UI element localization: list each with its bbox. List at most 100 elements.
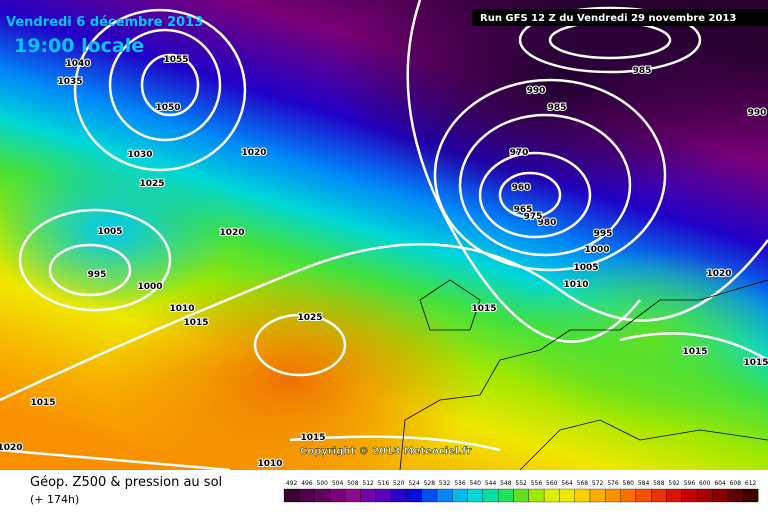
scale-swatch [681, 488, 698, 503]
isobar-label: 975 [524, 212, 543, 222]
time: 19:00 locale [14, 35, 144, 57]
lead-time: (+ 174h) [30, 493, 79, 506]
scale-swatch [345, 488, 361, 503]
scale-label: 596 [684, 480, 696, 487]
scale-swatch [559, 488, 575, 503]
scale-swatch [696, 488, 713, 503]
isobar-label: 1020 [706, 269, 731, 279]
scale-label: 504 [332, 480, 344, 487]
scale-label: 576 [607, 480, 619, 487]
scale-label: 548 [500, 480, 512, 487]
isobar-label: 985 [548, 103, 567, 113]
isobar-label: 1015 [300, 433, 325, 443]
isobar-label: 960 [512, 183, 531, 193]
isobar-label: 980 [538, 218, 557, 228]
scale-swatch [329, 488, 346, 503]
scale-label: 512 [362, 480, 374, 487]
isobar-label: 1015 [30, 398, 55, 408]
scale-swatch [452, 488, 468, 503]
isobar-label: 1005 [97, 227, 122, 237]
isobar-label: 1000 [584, 245, 609, 255]
isobar-label: 1055 [163, 55, 188, 65]
scale-swatch [574, 488, 591, 503]
isobar-label: 1050 [155, 103, 180, 113]
scale-label: 528 [424, 480, 436, 487]
scale-label: 568 [577, 480, 589, 487]
scale-label: 560 [546, 480, 558, 487]
scale-label: 532 [439, 480, 451, 487]
isobar-label: 985 [633, 66, 652, 76]
scale-swatch [375, 488, 392, 503]
isobar-labels: 1055 1050 1040 1035 1030 1025 1020 1020 1005 995 1… [0, 54, 768, 470]
isobars [0, 0, 768, 470]
scale-label: 592 [668, 480, 680, 487]
isobar-label: 1035 [57, 77, 82, 87]
scale-swatch [421, 488, 438, 503]
scale-swatch [299, 488, 315, 503]
run-box [472, 9, 768, 26]
scale-label: 572 [592, 480, 604, 487]
color-scale: 492 496 500 504 508 512 516 520 524 528 532 536 540 5… [283, 480, 759, 503]
run-info: Run GFS 12 Z du Vendredi 29 novembre 201… [480, 13, 736, 24]
scale-label: 508 [347, 480, 359, 487]
scale-label: 604 [714, 480, 726, 487]
scale-label: 612 [745, 480, 757, 487]
scale-swatch [620, 488, 637, 503]
scale-swatch [467, 488, 484, 503]
isobar-label: 1010 [563, 280, 588, 290]
scale-swatch [528, 488, 545, 503]
isobar-label: 995 [88, 270, 107, 280]
scale-label: 608 [730, 480, 742, 487]
isobar-label: 990 [527, 86, 546, 96]
isobar-label: 1010 [169, 304, 194, 314]
isobar-label: 1020 [0, 443, 23, 453]
scale-label: 600 [699, 480, 711, 487]
scale-swatch [513, 488, 529, 503]
isobar-label: 1025 [139, 179, 164, 189]
scale-swatch [635, 488, 652, 503]
scale-label: 500 [317, 480, 329, 487]
scale-swatch [727, 488, 744, 503]
isobar-label: 1000 [137, 282, 162, 292]
isobar-label: 965 [514, 205, 533, 215]
scale-swatch [436, 488, 453, 503]
scale-label: 524 [408, 480, 420, 487]
isobar-label: 1030 [127, 150, 152, 160]
map-background [0, 0, 768, 490]
scale-label: 564 [561, 480, 573, 487]
isobar-label: 1015 [743, 358, 768, 368]
scale-label: 552 [515, 480, 527, 487]
scale-swatch [666, 488, 682, 503]
isobar-label: 1015 [471, 304, 496, 314]
isobar-label: 1020 [241, 148, 266, 158]
scale-swatch [314, 488, 331, 503]
scale-swatch [406, 488, 422, 503]
date: Vendredi 6 décembre 2013 [6, 15, 203, 30]
isobar-label: 1015 [682, 347, 707, 357]
scale-label: 492 [286, 480, 298, 487]
scale-label: 580 [623, 480, 635, 487]
scale-swatch [360, 488, 376, 503]
scale-swatch [390, 488, 407, 503]
scale-swatch [651, 488, 667, 503]
scale-swatch [283, 488, 300, 503]
scale-swatch [482, 488, 499, 503]
scale-swatch [605, 488, 621, 503]
scale-label: 556 [531, 480, 543, 487]
scale-swatch [589, 488, 606, 503]
isobar-label: 990 [748, 108, 767, 118]
scale-label: 516 [378, 480, 390, 487]
scale-label: 540 [470, 480, 482, 487]
footer-title: Géop. Z500 & pression au sol [30, 475, 222, 490]
scale-swatch [543, 488, 560, 503]
isobar-label: 970 [510, 148, 529, 158]
isobar-label: 1020 [219, 228, 244, 238]
scale-label: 588 [653, 480, 665, 487]
scale-label: 544 [485, 480, 497, 487]
copyright: Copyright © 2013 Meteociel.fr [300, 446, 471, 457]
isobar-label: 1025 [297, 313, 322, 323]
isobar-label: 1040 [65, 59, 90, 69]
scale-label: 584 [638, 480, 650, 487]
coastlines [399, 279, 768, 471]
